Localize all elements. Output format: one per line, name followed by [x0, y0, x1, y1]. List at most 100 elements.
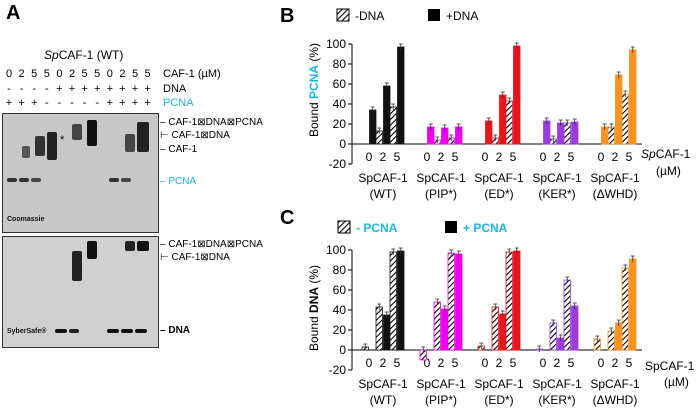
x-tick-label: 0	[540, 150, 547, 164]
lane-dna-value: +	[144, 83, 151, 95]
lane-dna-value: -	[19, 83, 24, 95]
gel-band	[109, 178, 119, 182]
lane-pcna-value: +	[119, 97, 126, 109]
x-tick-label: 5	[510, 356, 517, 370]
lane-pcna-value: +	[30, 97, 38, 109]
x-tick-label: 0	[366, 356, 373, 370]
dna-row: - - - - + + + + + + + +	[0, 83, 170, 97]
x-tick-label: 5	[394, 150, 401, 164]
pcna-label: PCNA	[163, 97, 194, 109]
bar-plus	[485, 120, 493, 145]
bar-plus	[557, 122, 565, 145]
x-tick-label: 5	[452, 356, 459, 370]
bar-plus	[441, 308, 449, 351]
x-tick-label: 5	[394, 356, 401, 370]
panel-b-ylabel-post: (%)	[307, 43, 321, 65]
panel-b-ylabel-pre: Bound	[307, 99, 321, 137]
y-tick-label: 100	[326, 243, 346, 257]
y-tick-label: 80	[333, 263, 347, 277]
gel-band	[137, 122, 149, 152]
group-name: SpCAF-1	[532, 171, 582, 185]
panel-c-ylabel-pre: Bound	[307, 313, 321, 351]
x-tick-label: 2	[380, 150, 387, 164]
syber-cafdna-label: ⊢ CAF-1⊠DNA	[160, 252, 230, 263]
panel-b-ylabel: Bound PCNA (%)	[307, 43, 321, 137]
coomassie-complex-text: CAF-1⊠DNA⊠PCNA	[168, 117, 263, 128]
group-variant: (ED*)	[484, 187, 513, 201]
y-tick-label: -20	[329, 157, 347, 171]
gel-band	[125, 134, 135, 152]
x-tick-label: 5	[568, 150, 575, 164]
bar-plus	[369, 109, 377, 145]
x-tick-label: 2	[554, 150, 561, 164]
panel-c-xtitle: SpCAF-1	[645, 359, 695, 373]
x-tick-label: 0	[482, 356, 489, 370]
x-tick-label: 0	[598, 356, 605, 370]
lane-pcna-value: -	[70, 97, 74, 109]
bar-plus	[383, 85, 391, 145]
lane-dna-value: +	[56, 83, 63, 95]
panel-b-xtitle-rest: CAF-1	[656, 147, 691, 161]
bar-plus	[571, 305, 579, 351]
lane-dna-value: +	[131, 83, 139, 95]
coomassie-pcna-label: – PCNA	[160, 176, 197, 187]
gel-band	[121, 329, 133, 333]
gel-band	[107, 329, 119, 333]
gel-band	[55, 329, 67, 333]
group-variant: (WT)	[370, 187, 397, 201]
bar-plus	[571, 121, 579, 145]
y-tick-label: 0	[339, 343, 346, 357]
bar-minus	[375, 306, 383, 351]
panel-c-ylabel: Bound DNA (%)	[307, 265, 321, 351]
panel-a-letter: A	[6, 2, 21, 24]
lane-conc-value: 0	[56, 68, 63, 80]
sybersafe-gel: SyberSafe®	[2, 236, 159, 348]
bar-minus	[621, 93, 629, 145]
panel-b-ylabel-hl: PCNA	[307, 65, 321, 99]
x-tick-label: 2	[612, 356, 619, 370]
legend-plus-pcna: + PCNA	[463, 221, 508, 235]
group-name: SpCAF-1	[474, 377, 524, 391]
x-tick-label: 5	[452, 150, 459, 164]
gel-band	[35, 136, 45, 156]
bar-minus	[505, 251, 513, 351]
legend-minus-pcna-swatch	[337, 220, 351, 234]
coomassie-pcna-text: PCNA	[168, 176, 197, 187]
gel-band	[19, 178, 29, 182]
bar-plus	[513, 45, 521, 145]
x-tick-label: 5	[568, 356, 575, 370]
panel-b-xtitle: SpCAF-1	[641, 147, 691, 161]
lane-dna-value: +	[119, 83, 126, 95]
group-variant: (KER*)	[538, 187, 575, 201]
gel-band	[125, 241, 135, 251]
bar-minus	[433, 301, 441, 351]
lane-conc-value: 5	[131, 68, 139, 80]
bar-minus	[491, 306, 499, 351]
x-tick-label: 0	[366, 150, 373, 164]
x-tick-label: 5	[510, 150, 517, 164]
group-variant: (ΔWHD)	[593, 187, 638, 201]
group-name: SpCAF-1	[416, 377, 466, 391]
lane-dna-value: -	[44, 83, 49, 95]
x-tick-label: 0	[424, 150, 431, 164]
lane-conc-value: 5	[43, 68, 50, 80]
x-tick-label: 0	[424, 356, 431, 370]
bar-plus	[513, 250, 521, 351]
coomassie-caf-label: – CAF-1	[160, 144, 198, 155]
syber-complex-label: – CAF-1⊠DNA⊠PCNA	[160, 239, 263, 250]
bar-plus	[615, 74, 623, 145]
y-tick-label: 100	[326, 37, 346, 51]
bar-plus	[499, 313, 507, 351]
x-tick-label: 0	[482, 150, 489, 164]
bar-minus	[621, 267, 629, 351]
legend-plus-pcna-swatch	[445, 221, 457, 233]
group-name: SpCAF-1	[590, 377, 640, 391]
y-tick-label: -20	[329, 363, 347, 377]
lane-pcna-value: +	[5, 97, 13, 109]
x-tick-label: 0	[598, 150, 605, 164]
gel-band	[87, 120, 97, 146]
group-variant: (WT)	[370, 393, 397, 407]
syber-dna-label: – DNA	[160, 325, 191, 336]
